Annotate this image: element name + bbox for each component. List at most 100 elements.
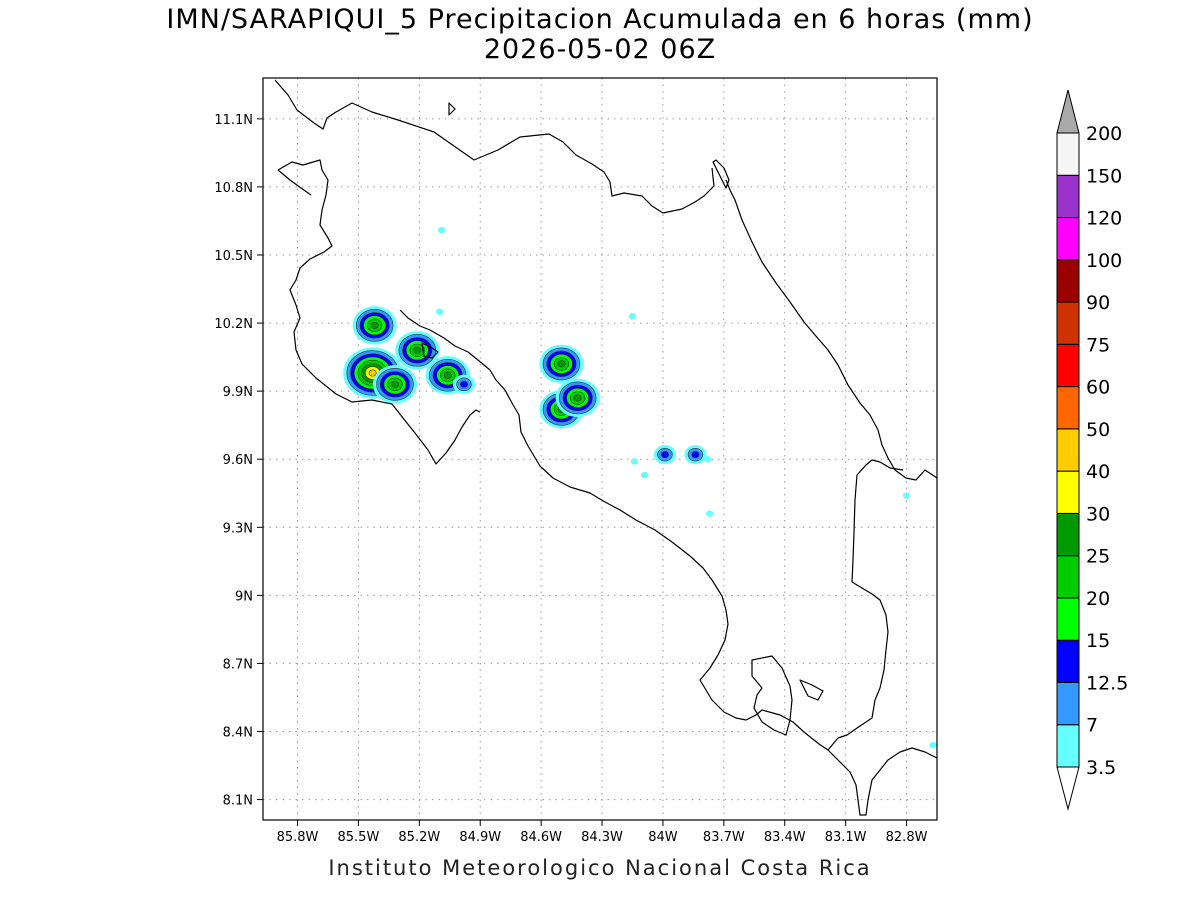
x-tick-label: 83.1W	[825, 830, 867, 845]
precip-cell	[539, 344, 584, 384]
coastline	[712, 159, 730, 189]
coastline	[399, 309, 904, 751]
colorbar-label: 15	[1086, 630, 1110, 652]
y-tick-label: 9N	[235, 589, 253, 604]
x-tick-label: 82.8W	[886, 830, 928, 845]
colorbar-swatch	[1056, 217, 1080, 261]
colorbar-swatch	[1056, 428, 1080, 472]
precip-contour	[691, 451, 700, 459]
colorbar-label: 60	[1086, 377, 1110, 399]
colorbar-swatch	[1056, 555, 1080, 599]
precip-contour	[460, 380, 468, 388]
precip-cell	[437, 226, 446, 234]
coastline	[277, 159, 481, 465]
precip-contour	[660, 451, 669, 459]
precip-contour	[443, 371, 452, 379]
colorbar-swatch	[1056, 597, 1080, 641]
x-tick-label: 84.9W	[459, 830, 501, 845]
precip-cell	[628, 313, 637, 320]
colorbar-swatch	[1056, 470, 1080, 514]
footer-credit: Instituto Meteorologico Nacional Costa R…	[328, 856, 872, 880]
precip-contour	[705, 510, 714, 517]
map-title: IMN/SARAPIQUI_5 Precipitacion Acumulada …	[166, 4, 1034, 35]
x-tick-label: 85.5W	[338, 830, 380, 845]
precip-contour	[630, 458, 639, 465]
colorbar-label: 25	[1086, 546, 1110, 568]
x-tick-label: 85.2W	[398, 830, 440, 845]
y-tick-label: 8.7N	[223, 657, 253, 672]
x-tick-label: 85.8W	[277, 830, 319, 845]
precip-cell	[684, 445, 707, 465]
x-tick-label: 84W	[648, 830, 678, 845]
precip-contour	[370, 321, 379, 329]
x-tick-label: 83.7W	[703, 830, 745, 845]
colorbar-legend: 3.5 7 12.5 15 20 25 30 40 50 60 75 90 100 120 150 200	[1056, 89, 1128, 811]
precip-contour	[902, 492, 911, 499]
precip-contour	[573, 394, 582, 402]
colorbar-bottom-arrow	[1056, 766, 1080, 811]
precip-cell	[395, 331, 440, 370]
coastline	[274, 79, 715, 214]
y-tick-label: 9.9N	[223, 385, 253, 400]
precip-contour	[703, 456, 712, 463]
coastline	[799, 679, 824, 701]
colorbar-label: 75	[1086, 334, 1110, 356]
colorbar-swatch	[1056, 639, 1080, 683]
colorbar-swatch	[1056, 301, 1080, 345]
colorbar-swatch	[1056, 132, 1080, 176]
colorbar-swatch	[1056, 724, 1080, 768]
precip-cell	[555, 378, 600, 418]
x-tick-label: 84.3W	[581, 830, 623, 845]
colorbar-label: 40	[1086, 461, 1110, 483]
coastline	[421, 342, 439, 359]
x-tick-label: 84.6W	[520, 830, 562, 845]
colorbar-label: 12.5	[1086, 672, 1128, 694]
y-tick-label: 10.2N	[214, 317, 253, 332]
colorbar-swatch	[1056, 512, 1080, 557]
precip-contour	[628, 313, 637, 320]
coastline	[751, 655, 793, 736]
coastline	[448, 102, 456, 116]
colorbar-swatch	[1056, 343, 1080, 388]
y-tick-label: 8.4N	[223, 726, 253, 741]
precip-contour	[413, 346, 422, 354]
colorbar-label: 150	[1086, 165, 1122, 187]
coastline	[827, 747, 937, 816]
y-tick-label: 9.3N	[223, 521, 253, 536]
precip-cell	[352, 306, 397, 345]
precip-cell	[372, 365, 418, 404]
colorbar-label: 30	[1086, 503, 1110, 525]
precip-contour	[437, 226, 446, 234]
colorbar-swatch	[1056, 386, 1080, 430]
colorbar-label: 50	[1086, 419, 1110, 441]
coastline	[725, 179, 937, 481]
colorbar-label: 200	[1086, 123, 1122, 145]
precip-contour	[557, 360, 566, 368]
x-tick-label: 83.4W	[764, 830, 806, 845]
precip-contour	[929, 741, 937, 749]
colorbar-swatch	[1056, 174, 1080, 219]
precip-cell	[435, 308, 444, 315]
precip-cell	[452, 374, 476, 394]
y-tick-label: 10.5N	[214, 249, 253, 264]
latitude-axis: 11.1N 10.8N 10.5N 10.2N 9.9N 9.6N 9.3N 9N 8.7N 8.…	[214, 113, 263, 809]
map-frame	[262, 77, 938, 821]
colorbar-label: 100	[1086, 250, 1122, 272]
precip-cell	[640, 471, 649, 479]
precip-cell	[703, 456, 712, 463]
precip-cell	[705, 510, 714, 517]
y-tick-label: 9.6N	[223, 453, 253, 468]
colorbar-swatch	[1056, 259, 1080, 303]
precip-cell	[630, 458, 639, 465]
colorbar-label: 90	[1086, 292, 1110, 314]
precip-cell	[929, 741, 937, 749]
precip-cell	[653, 445, 677, 465]
longitude-axis: 85.8W 85.5W 85.2W 84.9W 84.6W 84.3W 84W 83.7W 83…	[277, 820, 928, 845]
coastline	[277, 169, 312, 196]
y-tick-label: 11.1N	[214, 113, 253, 128]
colorbar-label: 3.5	[1086, 757, 1116, 779]
colorbar-top-arrow	[1056, 89, 1080, 134]
precip-cell	[902, 492, 911, 499]
colorbar-swatch	[1056, 681, 1080, 726]
